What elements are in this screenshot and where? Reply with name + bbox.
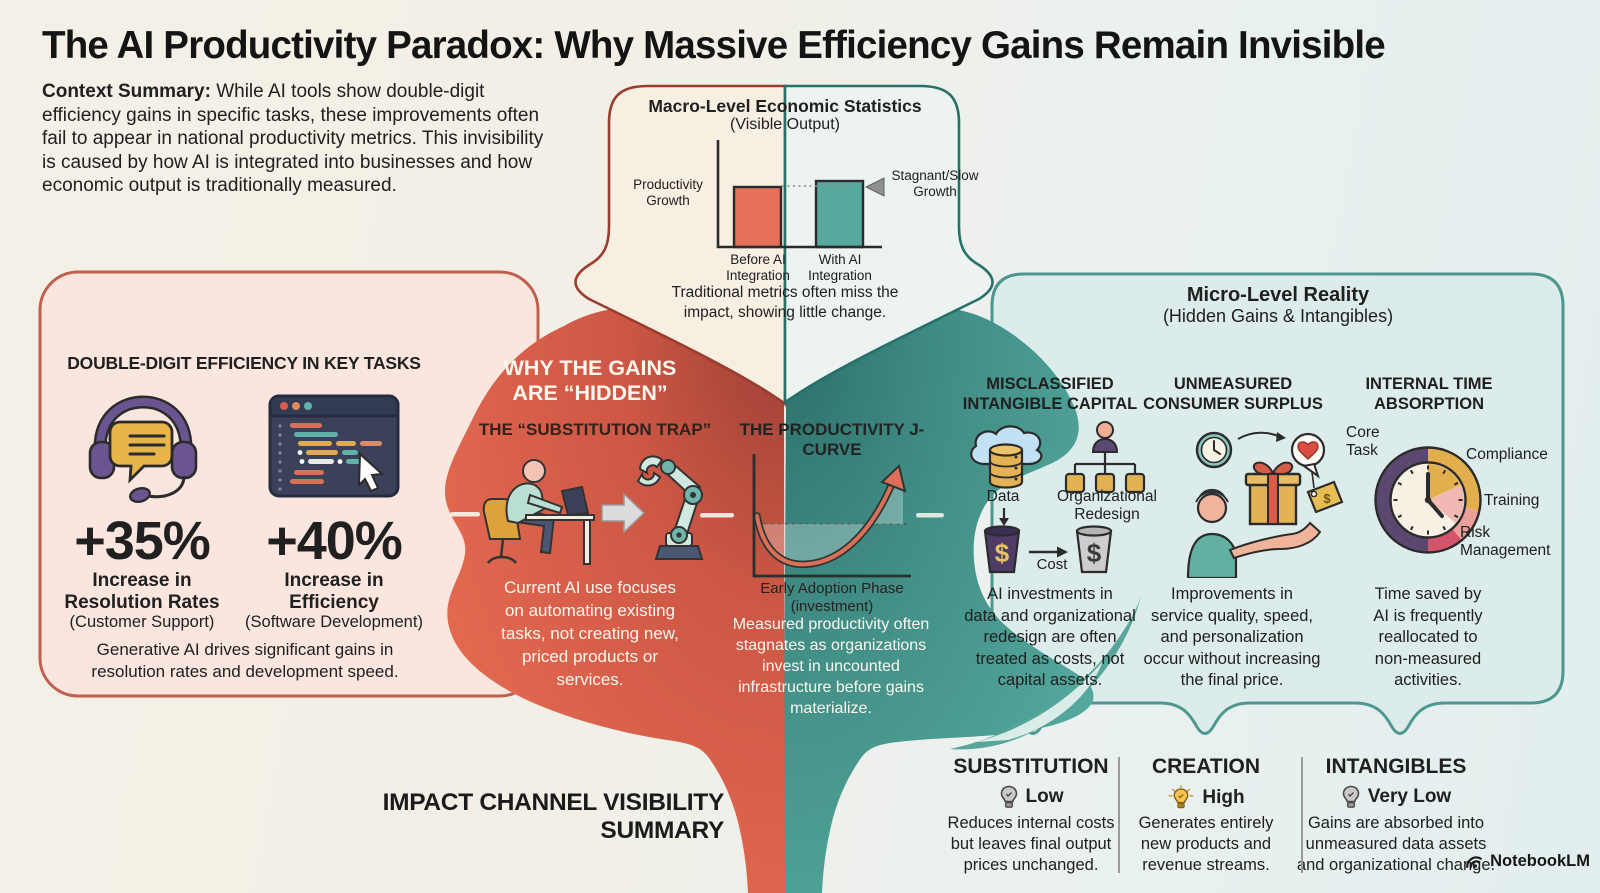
substitution-trap-title: THE “SUBSTITUTION TRAP” bbox=[478, 420, 712, 439]
j-curve-x-label: Early Adoption Phase (investment) bbox=[760, 580, 904, 615]
down-arrow-icon bbox=[999, 508, 1009, 526]
clock-label-compliance: Compliance bbox=[1466, 446, 1548, 463]
dash-connector bbox=[450, 512, 480, 517]
substitution-trap-caption: Current AI use focuses on automating exi… bbox=[501, 578, 679, 689]
dollar-glyph: $ bbox=[1323, 491, 1331, 506]
clock-icon bbox=[1195, 431, 1233, 469]
channel-visibility-substitution: Low bbox=[939, 785, 1123, 809]
summary-divider bbox=[1301, 757, 1303, 873]
channel-visibility-creation: High bbox=[1114, 785, 1298, 811]
bar-label-before: Before AI Integration bbox=[726, 252, 790, 283]
dollar-glyph: $ bbox=[1087, 538, 1102, 568]
block-arrow-icon bbox=[601, 492, 646, 534]
stat-context: (Customer Support) bbox=[69, 613, 215, 631]
clock-label-core-task: Core Task bbox=[1346, 424, 1380, 459]
macro-panel-title: Macro-Level Economic Statistics bbox=[648, 96, 922, 116]
bar-label-with: With AI Integration bbox=[808, 252, 872, 283]
stat-value: +40% bbox=[266, 511, 403, 571]
summary-divider bbox=[1118, 757, 1120, 873]
dash-connector bbox=[700, 513, 734, 518]
j-curve-chart bbox=[752, 454, 911, 578]
price-tag-icon: $ bbox=[1306, 471, 1344, 514]
org-redesign-label: Organizational Redesign bbox=[1057, 488, 1157, 523]
notebooklm-logo-icon bbox=[1466, 856, 1483, 868]
time-allocation-clock-icon bbox=[1374, 446, 1482, 554]
visibility-label: Low bbox=[1025, 786, 1064, 807]
j-curve-caption: Measured productivity often stagnates as… bbox=[732, 616, 930, 717]
macro-panel-subtitle: (Visible Output) bbox=[730, 116, 840, 133]
channel-description: Gains are absorbed into unmeasured data … bbox=[1296, 814, 1496, 874]
micro-col-body: Improvements in service quality, speed, … bbox=[1143, 585, 1321, 689]
watermark-text: NotebookLM bbox=[1490, 851, 1590, 870]
stat-label: Increase in Resolution Rates bbox=[64, 570, 220, 613]
data-label: Data bbox=[986, 488, 1020, 505]
cost-label: Cost bbox=[1036, 556, 1068, 573]
bulb-icon bbox=[1168, 785, 1194, 809]
consumer-surplus-illustration: $ bbox=[1186, 431, 1344, 578]
clock-label-risk: Risk Management bbox=[1460, 524, 1551, 559]
bar-with-ai bbox=[814, 179, 865, 249]
red-blob-shape bbox=[444, 306, 785, 893]
micro-col-body: Time saved by AI is frequently reallocat… bbox=[1373, 585, 1483, 689]
channel-description: Generates entirely new products and reve… bbox=[1138, 814, 1274, 874]
clock-label-training: Training bbox=[1484, 492, 1540, 509]
human-to-robot-illustration bbox=[482, 455, 704, 565]
channel-description: Reduces internal costs but leaves final … bbox=[947, 814, 1115, 874]
page-title: The AI Productivity Paradox: Why Massive… bbox=[42, 24, 1386, 67]
j-curve-title: THE PRODUCTIVITY J-CURVE bbox=[739, 420, 925, 459]
watermark: NotebookLM bbox=[1408, 851, 1590, 871]
channel-name-substitution: SUBSTITUTION bbox=[953, 755, 1109, 778]
cost-buckets-icon: $ $ bbox=[983, 525, 1113, 574]
person-gift-icon bbox=[1186, 461, 1322, 578]
curved-arrow-icon bbox=[1237, 431, 1281, 440]
micro-panel-subtitle: (Hidden Gains & Intangibles) bbox=[1162, 306, 1394, 326]
bar-before-ai bbox=[732, 185, 783, 249]
annotation-arrow-icon bbox=[864, 177, 885, 197]
channel-visibility-intangibles: Very Low bbox=[1296, 785, 1496, 809]
macro-callout-right bbox=[783, 84, 994, 405]
context-summary: Context Summary: While AI tools show dou… bbox=[42, 80, 557, 198]
cloud-database-icon bbox=[970, 425, 1043, 489]
micro-col-heading-misclassified: MISCLASSIFIED INTANGIBLE CAPITAL bbox=[962, 375, 1138, 413]
dash-connector bbox=[916, 513, 944, 518]
hidden-gains-heading: WHY THE GAINS ARE “HIDDEN” bbox=[503, 356, 677, 405]
stat-context: (Software Development) bbox=[245, 613, 423, 631]
micro-col-heading-unmeasured: UNMEASURED CONSUMER SURPLUS bbox=[1143, 375, 1323, 413]
visibility-label: Very Low bbox=[1367, 786, 1452, 807]
heart-bubble-icon bbox=[1290, 432, 1326, 479]
channel-name-creation: CREATION bbox=[1151, 755, 1261, 778]
visibility-label: High bbox=[1202, 787, 1245, 808]
headset-chat-icon bbox=[88, 395, 198, 503]
swoosh-light bbox=[976, 661, 1103, 742]
stat-value: +35% bbox=[74, 511, 211, 571]
micro-panel-title: Micro-Level Reality bbox=[1186, 284, 1370, 306]
context-summary-text: While AI tools show double-digit efficie… bbox=[42, 81, 544, 196]
micro-col-heading-internal: INTERNAL TIME ABSORPTION bbox=[1365, 375, 1493, 413]
micro-col-body: AI investments in data and organizationa… bbox=[964, 585, 1136, 689]
efficiency-footnote: Generative AI drives significant gains i… bbox=[91, 640, 399, 681]
dollar-glyph: $ bbox=[995, 538, 1010, 568]
macro-y-axis-label: Productivity Growth bbox=[633, 177, 703, 208]
stat-label: Increase in Efficiency bbox=[284, 570, 384, 613]
efficiency-heading: DOUBLE-DIGIT EFFICIENCY IN KEY TASKS bbox=[67, 353, 421, 373]
macro-annotation: Stagnant/Slow Growth bbox=[891, 168, 979, 199]
context-summary-label: Context Summary: bbox=[42, 81, 211, 102]
macro-chart-axes bbox=[716, 140, 882, 249]
channel-name-intangibles: INTANGIBLES bbox=[1325, 755, 1467, 778]
summary-heading: IMPACT CHANNEL VISIBILITY SUMMARY bbox=[382, 789, 725, 844]
macro-callout-left bbox=[574, 84, 787, 408]
org-chart-icon bbox=[1064, 421, 1146, 494]
bulb-icon bbox=[1342, 785, 1360, 808]
macro-caption: Traditional metrics often miss the impac… bbox=[671, 284, 899, 321]
bulb-icon bbox=[1000, 785, 1017, 808]
code-editor-icon bbox=[268, 394, 400, 498]
